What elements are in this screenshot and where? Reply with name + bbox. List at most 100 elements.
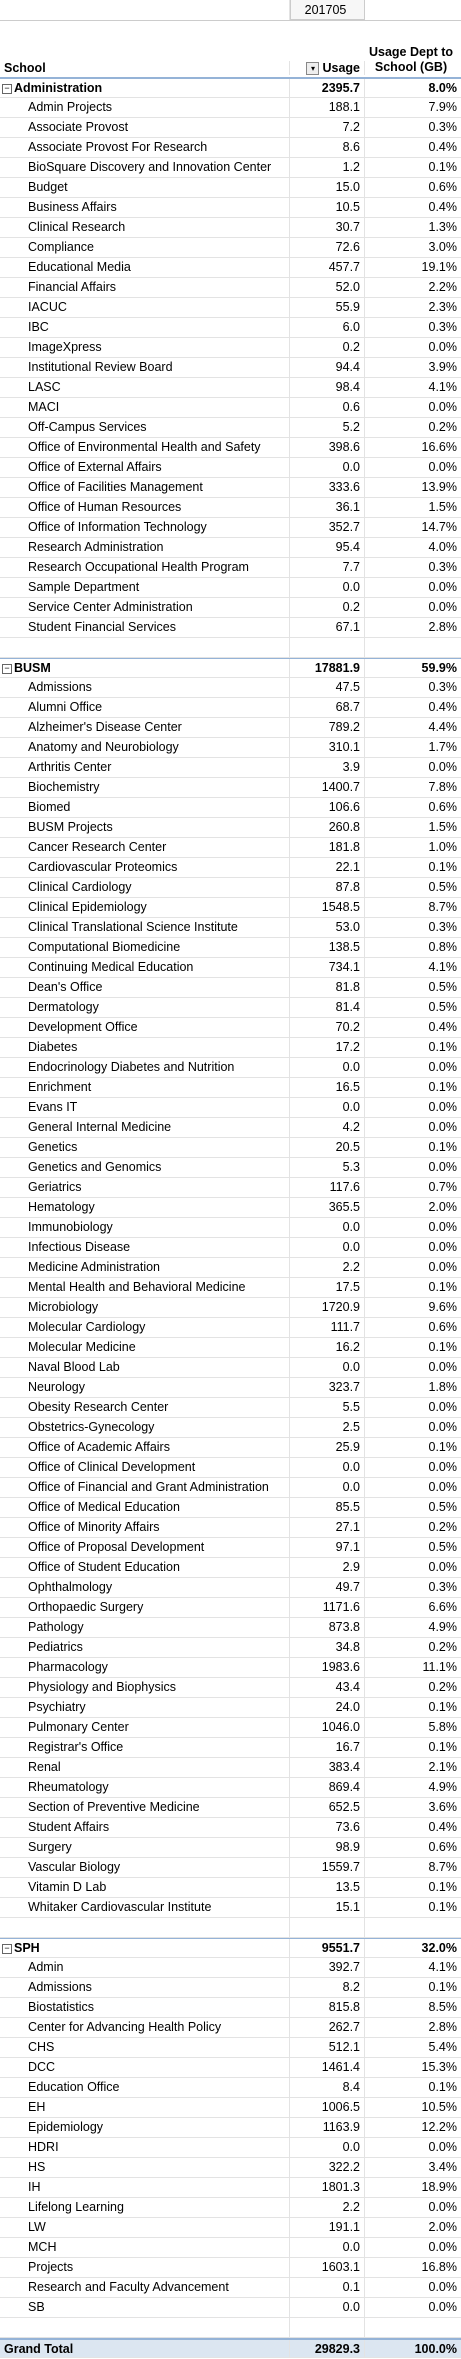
department-name: Whitaker Cardiovascular Institute [0, 1898, 290, 1917]
header-usage-cell: ▾ Usage [290, 61, 365, 75]
department-name: Clinical Cardiology [0, 878, 290, 897]
department-usage: 4.2 [290, 1118, 365, 1137]
department-percent: 1.0% [428, 840, 458, 854]
department-name: Research Occupational Health Program [0, 558, 290, 577]
department-usage: 0.0 [290, 458, 365, 477]
department-usage: 789.2 [290, 718, 365, 737]
department-percent: 0.1% [428, 2080, 458, 2094]
department-row: Arthritis Center 3.9 0.0% [0, 758, 461, 778]
department-percent: 0.1% [428, 1880, 458, 1894]
department-row: Ophthalmology 49.7 0.3% [0, 1578, 461, 1598]
department-percent: 4.9% [428, 1620, 458, 1634]
department-name: Cardiovascular Proteomics [0, 858, 290, 877]
department-row: LASC 98.4 4.1% [0, 378, 461, 398]
department-row: Office of Information Technology 352.7 14.… [0, 518, 461, 538]
department-name: Budget [0, 178, 290, 197]
department-row: Biomed 106.6 0.6% [0, 798, 461, 818]
department-percent: 0.5% [428, 980, 458, 994]
department-percent: 2.8% [428, 620, 458, 634]
department-name: Office of Human Resources [0, 498, 290, 517]
department-usage: 13.5 [290, 1878, 365, 1897]
department-percent: 1.8% [428, 1380, 458, 1394]
department-percent: 3.4% [428, 2160, 458, 2174]
department-usage: 1603.1 [290, 2258, 365, 2277]
department-row: Compliance 72.6 3.0% [0, 238, 461, 258]
department-name: Development Office [0, 1018, 290, 1037]
department-usage: 0.0 [290, 1458, 365, 1477]
department-row: Alumni Office 68.7 0.4% [0, 698, 461, 718]
department-usage: 17.5 [290, 1278, 365, 1297]
department-name: Pharmacology [0, 1658, 290, 1677]
department-usage: 0.1 [290, 2278, 365, 2297]
department-percent: 0.6% [428, 1320, 458, 1334]
department-row: Center for Advancing Health Policy 262.7 2… [0, 2018, 461, 2038]
table-body: − Administration 2395.7 8.0% Admin Projects 1… [0, 78, 461, 2358]
department-row: Obstetrics-Gynecology 2.5 0.0% [0, 1418, 461, 1438]
section-usage: 2395.7 [290, 79, 365, 97]
section-percent: 32.0% [421, 1941, 457, 1955]
department-row: Cardiovascular Proteomics 22.1 0.1% [0, 858, 461, 878]
department-row: Alzheimer's Disease Center 789.2 4.4% [0, 718, 461, 738]
department-percent: 0.4% [428, 1820, 458, 1834]
department-row: Financial Affairs 52.0 2.2% [0, 278, 461, 298]
department-row: Service Center Administration 0.2 0.0% [0, 598, 461, 618]
department-name: Endocrinology Diabetes and Nutrition [0, 1058, 290, 1077]
collapse-button[interactable]: − [2, 664, 12, 674]
department-row: Molecular Cardiology 111.7 0.6% [0, 1318, 461, 1338]
department-usage: 24.0 [290, 1698, 365, 1717]
department-percent: 0.0% [428, 2240, 458, 2254]
department-name: Office of Academic Affairs [0, 1438, 290, 1457]
department-percent: 0.7% [428, 1180, 458, 1194]
department-usage: 1559.7 [290, 1858, 365, 1877]
department-name: Office of Minority Affairs [0, 1518, 290, 1537]
section-usage: 17881.9 [290, 659, 365, 677]
department-row: Molecular Medicine 16.2 0.1% [0, 1338, 461, 1358]
department-percent: 0.4% [428, 140, 458, 154]
department-percent: 0.2% [428, 1640, 458, 1654]
department-usage: 55.9 [290, 298, 365, 317]
department-usage: 873.8 [290, 1618, 365, 1637]
department-name: Research and Faculty Advancement [0, 2278, 290, 2297]
department-percent: 1.7% [428, 740, 458, 754]
header-row: School ▾ Usage Usage Dept to School (GB) [0, 21, 461, 78]
collapse-button[interactable]: − [2, 1944, 12, 1954]
department-name: Enrichment [0, 1078, 290, 1097]
department-percent: 0.0% [428, 1400, 458, 1414]
department-percent: 3.6% [428, 1800, 458, 1814]
department-percent: 1.5% [428, 820, 458, 834]
department-usage: 2.9 [290, 1558, 365, 1577]
section-cell: − SPH [0, 1939, 290, 1957]
department-percent: 0.5% [428, 880, 458, 894]
filter-button[interactable]: ▾ [306, 61, 320, 75]
department-usage: 16.5 [290, 1078, 365, 1097]
department-percent: 4.1% [428, 380, 458, 394]
department-name: Anatomy and Neurobiology [0, 738, 290, 757]
department-row: EH 1006.5 10.5% [0, 2098, 461, 2118]
department-name: Medicine Administration [0, 1258, 290, 1277]
grand-total-usage: 29829.3 [290, 2340, 365, 2357]
department-row: Endocrinology Diabetes and Nutrition 0.0 0… [0, 1058, 461, 1078]
department-percent: 0.4% [428, 1020, 458, 1034]
collapse-button[interactable]: − [2, 84, 12, 94]
department-usage: 1720.9 [290, 1298, 365, 1317]
department-percent: 0.6% [428, 800, 458, 814]
department-row: Clinical Epidemiology 1548.5 8.7% [0, 898, 461, 918]
department-usage: 22.1 [290, 858, 365, 877]
department-row: Clinical Research 30.7 1.3% [0, 218, 461, 238]
department-usage: 262.7 [290, 2018, 365, 2037]
department-name: Office of Environmental Health and Safet… [0, 438, 290, 457]
department-usage: 333.6 [290, 478, 365, 497]
department-row: Development Office 70.2 0.4% [0, 1018, 461, 1038]
department-percent: 0.0% [428, 460, 458, 474]
department-percent: 1.5% [428, 500, 458, 514]
department-name: ImageXpress [0, 338, 290, 357]
department-name: Alumni Office [0, 698, 290, 717]
department-row: IACUC 55.9 2.3% [0, 298, 461, 318]
department-usage: 17.2 [290, 1038, 365, 1057]
department-percent: 1.3% [428, 220, 458, 234]
department-row: Orthopaedic Surgery 1171.6 6.6% [0, 1598, 461, 1618]
department-name: Renal [0, 1758, 290, 1777]
department-usage: 1006.5 [290, 2098, 365, 2117]
blank-cell [365, 1918, 461, 1937]
department-row: Office of Proposal Development 97.1 0.5% [0, 1538, 461, 1558]
